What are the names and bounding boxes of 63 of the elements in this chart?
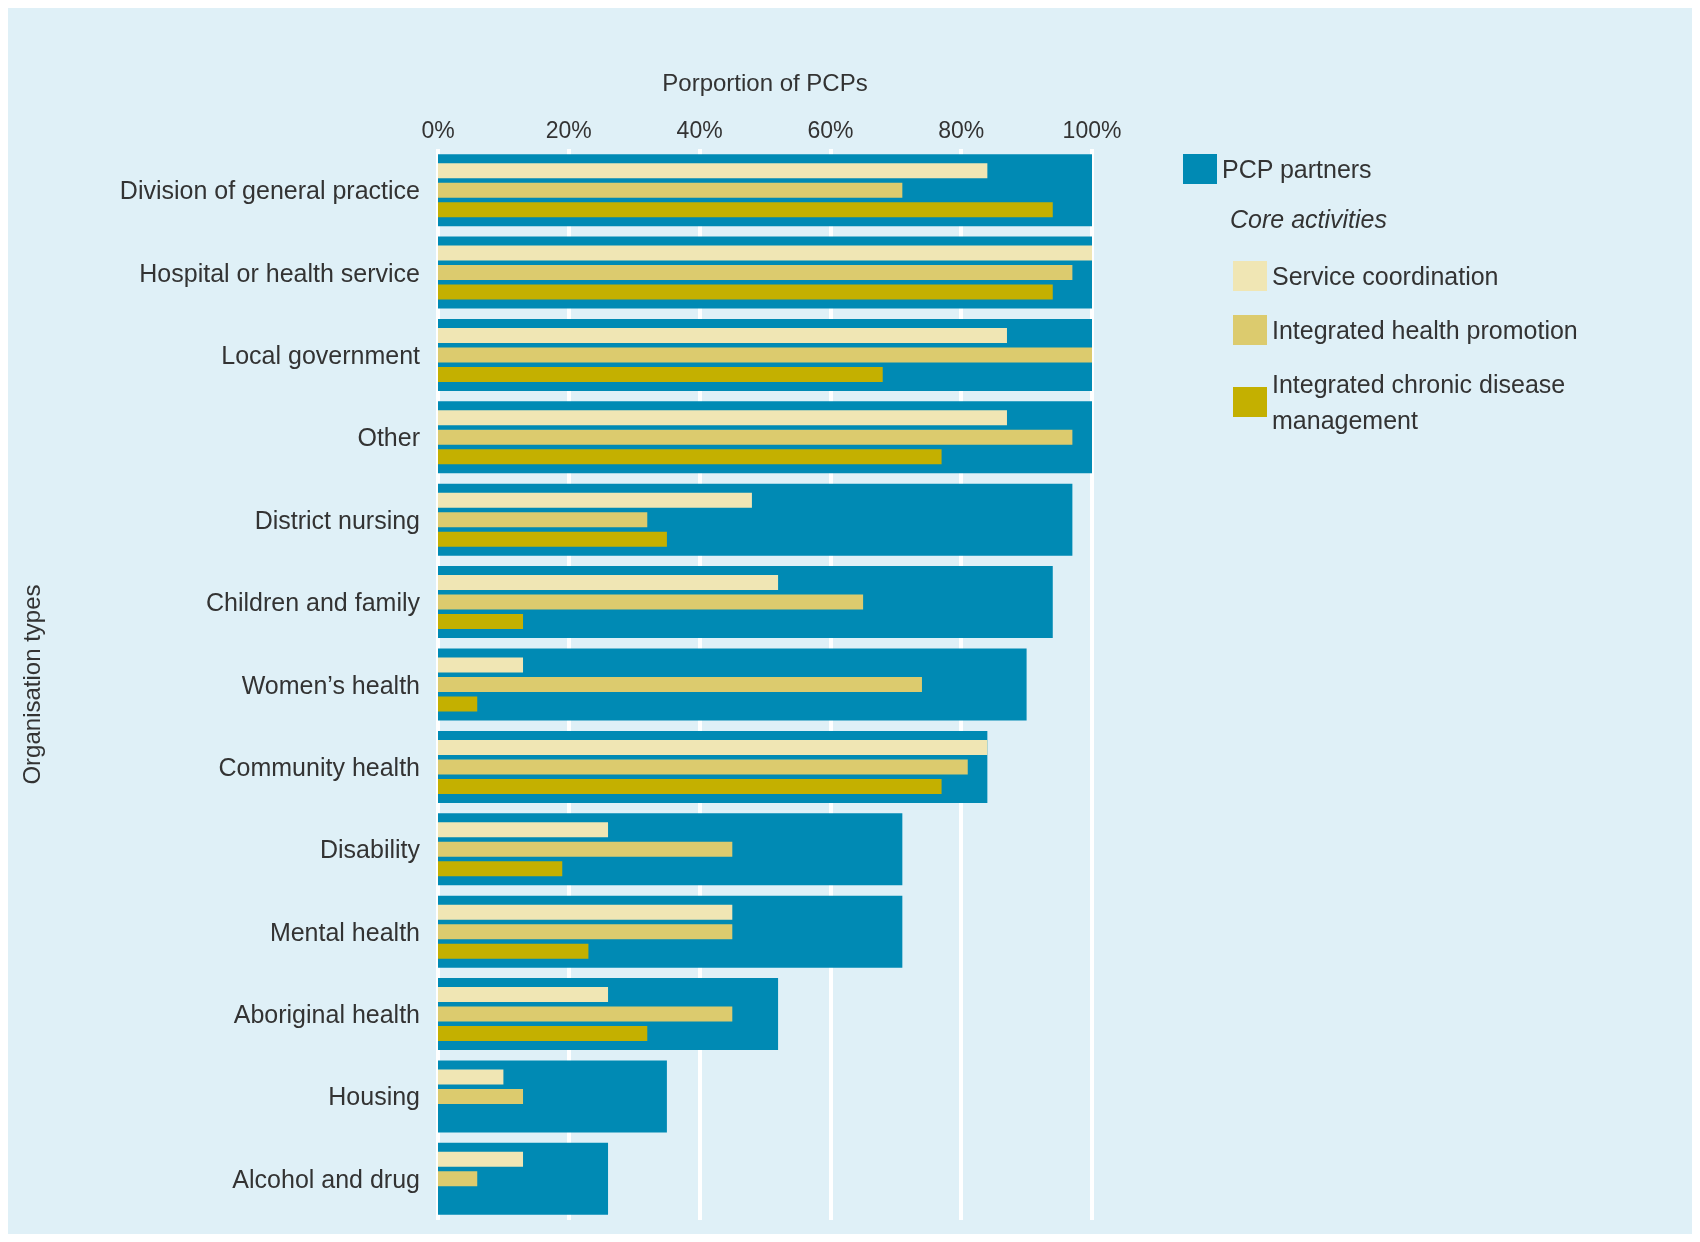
- bar: [438, 822, 609, 838]
- bar: [438, 943, 589, 959]
- bar: [438, 245, 1092, 261]
- bar: [438, 284, 1053, 300]
- bar: [438, 904, 733, 920]
- bar: [438, 449, 942, 465]
- x-tick-label: 40%: [676, 116, 723, 143]
- bar: [438, 696, 478, 712]
- y-tick-label: Women’s health: [241, 670, 420, 699]
- bar: [438, 987, 609, 1003]
- x-tick-label: 80%: [938, 116, 985, 143]
- y-tick-label: Alcohol and drug: [232, 1164, 420, 1193]
- bar: [438, 429, 1073, 445]
- x-tick-label: 60%: [807, 116, 854, 143]
- bar: [438, 778, 942, 794]
- x-tick-label: 100%: [1062, 116, 1122, 143]
- bar: [438, 677, 922, 692]
- legend-label: Service coordination: [1272, 262, 1499, 290]
- bar: [438, 759, 968, 775]
- bar: [438, 861, 563, 877]
- y-tick-label: Children and family: [206, 588, 421, 617]
- y-tick-label: Other: [357, 423, 420, 452]
- legend-label: Integrated chronic disease management: [1272, 370, 1573, 434]
- y-tick-label: Hospital or health service: [139, 258, 420, 287]
- legend-title: Core activities: [1230, 204, 1387, 233]
- bar: [438, 841, 733, 857]
- y-tick-label: Community health: [218, 752, 420, 781]
- bar: [438, 575, 779, 591]
- bar: [438, 202, 1053, 218]
- legend-label: PCP partners: [1222, 155, 1372, 183]
- bar: [438, 1026, 648, 1042]
- x-axis-title: Porportion of PCPs: [662, 68, 868, 96]
- bar: [438, 492, 752, 508]
- bar: [438, 265, 1073, 281]
- bar: [438, 614, 524, 630]
- bar: [438, 327, 1007, 343]
- y-tick-label: Local government: [221, 340, 421, 369]
- bar: [438, 163, 988, 179]
- bar: [438, 1088, 524, 1104]
- y-tick-label: Mental health: [269, 917, 420, 946]
- bar: [438, 1069, 504, 1085]
- bar: [438, 1151, 524, 1167]
- bar: [438, 594, 864, 610]
- bar: [438, 531, 667, 547]
- y-axis-title: Organisation types: [17, 584, 45, 785]
- y-tick-label: Disability: [319, 835, 421, 864]
- bar: [438, 1006, 733, 1022]
- bar: [438, 657, 524, 673]
- bar: [438, 347, 1092, 363]
- y-tick-label: District nursing: [254, 505, 420, 534]
- y-tick-label: Division of general practice: [119, 176, 420, 205]
- bar: [438, 739, 988, 755]
- legend-label: Integrated health promotion: [1272, 316, 1578, 344]
- y-tick-label: Aboriginal health: [233, 1000, 420, 1029]
- x-tick-label: 0%: [421, 116, 455, 143]
- bar: [438, 1171, 478, 1187]
- bar: [438, 410, 1007, 426]
- bar: [438, 366, 883, 382]
- x-tick-label: 20%: [545, 116, 592, 143]
- bar: [438, 182, 903, 198]
- bar: [438, 512, 648, 528]
- bar: [438, 924, 733, 940]
- y-tick-label: Housing: [328, 1082, 420, 1111]
